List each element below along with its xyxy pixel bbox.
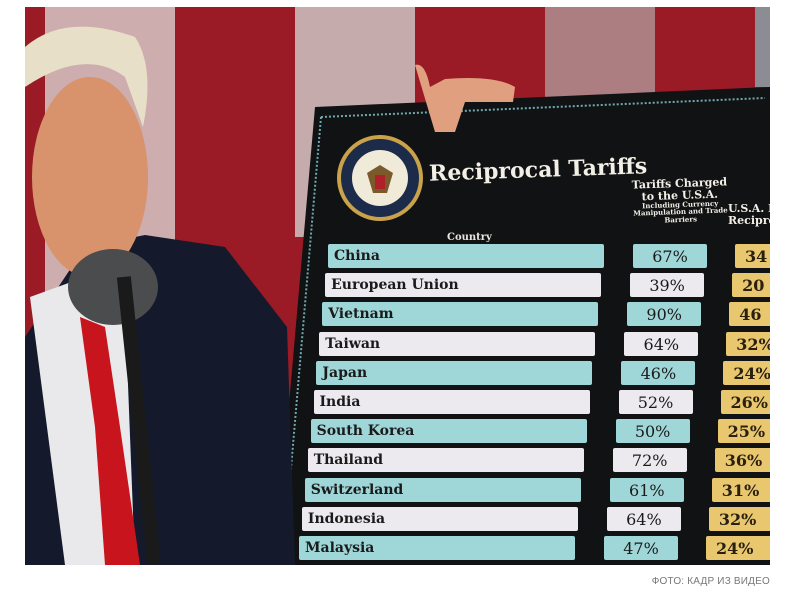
tariff-charged: 90% [627, 302, 702, 327]
country-name: European Union [325, 273, 602, 298]
reciprocal-tariff: 32% [726, 331, 770, 356]
tariff-charged: 67% [633, 244, 707, 268]
reciprocal-tariff: 32% [708, 506, 770, 531]
reciprocal-tariff: 26% [720, 390, 770, 414]
column-header-reciprocal: U.S.A. D Recipro [728, 203, 770, 227]
country-name: Indonesia [301, 506, 578, 531]
tariff-charged: 39% [630, 273, 705, 298]
country-name: Switzerland [304, 477, 581, 502]
tariff-charged: 50% [615, 419, 690, 444]
column-header-country: Country [447, 232, 492, 243]
tariff-charged: 72% [612, 448, 687, 473]
tariff-charged: 52% [618, 390, 693, 414]
column-header-charged: Tariffs Charged to the U.S.A. Including … [624, 175, 736, 225]
presidential-seal-icon [337, 135, 423, 221]
tariff-charged: 47% [604, 536, 678, 560]
tariff-charged: 64% [606, 506, 681, 531]
reciprocal-tariff: 24% [706, 536, 770, 560]
tariff-charged: 61% [609, 477, 684, 502]
reciprocal-tariff: 36% [714, 448, 770, 473]
country-name: Vietnam [322, 302, 599, 327]
reciprocal-tariff: 34 [735, 244, 770, 268]
column-header-charged-note: Including Currency Manipulation and Trad… [633, 198, 728, 225]
country-name: China [328, 244, 604, 268]
country-name: Taiwan [319, 331, 596, 356]
country-name: India [313, 390, 590, 414]
country-name: Malaysia [299, 536, 575, 560]
tariff-charged: 64% [624, 331, 699, 356]
reciprocal-tariff: 46 [729, 302, 770, 327]
tariff-charged: 46% [621, 360, 696, 385]
photo-caption: ФОТО: КАДР ИЗ ВИДЕО [651, 576, 770, 587]
person-hand [415, 64, 515, 132]
reciprocal-tariff: 20 [732, 273, 770, 298]
reciprocal-tariff: 24% [723, 360, 770, 385]
microphone [68, 249, 158, 325]
country-name: Japan [316, 360, 593, 385]
person-face [32, 77, 148, 277]
reciprocal-tariff: 25% [717, 419, 770, 444]
reciprocal-tariff: 31% [711, 477, 770, 502]
news-photo: Reciprocal Tariffs Tariffs Charged to th… [25, 7, 770, 565]
country-name: South Korea [310, 419, 587, 444]
country-name: Thailand [307, 448, 584, 473]
